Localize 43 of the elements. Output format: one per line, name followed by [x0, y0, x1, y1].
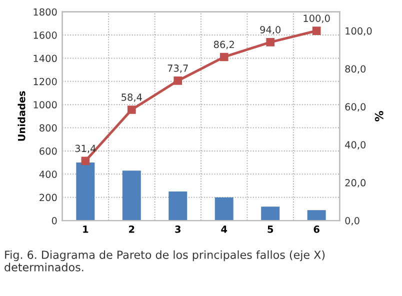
y-tick-label: 400: [39, 170, 57, 178]
x-tick-label: 2: [129, 226, 134, 233]
x-tick-label: 4: [221, 226, 228, 233]
point: [174, 76, 182, 85]
data-label: 58,4: [122, 94, 142, 102]
bar: [214, 197, 234, 221]
y2-axis-title: %: [374, 110, 384, 122]
x-tick-label: 6: [314, 226, 320, 233]
bar: [122, 170, 141, 221]
y2-tick-label: 100,0: [346, 27, 372, 36]
bar: [261, 206, 280, 221]
y-tick-label: 1200: [34, 78, 57, 86]
y2-tick-label: 80,0: [345, 65, 366, 74]
y-tick-label: 1800: [34, 8, 57, 16]
y-tick-label: 1600: [34, 32, 57, 39]
data-label: 31,4: [75, 144, 96, 154]
x-tick-label: 3: [175, 226, 180, 233]
point: [266, 38, 275, 46]
point: [220, 52, 228, 62]
y2-tick-label: 60,0: [345, 103, 366, 112]
data-label: 100,0: [304, 14, 330, 23]
y-tick-label: 1400: [34, 54, 57, 62]
x-tick-label: 5: [268, 226, 274, 233]
y-tick-label: 600: [40, 147, 57, 155]
y-axis-title: Unidades: [18, 91, 26, 141]
caption: Fig. 6. Diagrama de Pareto de los principales fallos (eje X) determinados.: [4, 250, 325, 272]
y2-tick-label: 20,0: [345, 179, 366, 188]
y2-tick-label: 0,0: [345, 217, 360, 226]
data-label: 73,7: [168, 64, 188, 73]
y2-tick-label: 40,0: [345, 141, 366, 150]
bar: [168, 192, 188, 221]
y-tick-label: 800: [40, 124, 57, 132]
x-tick-label: 1: [83, 226, 88, 233]
point: [312, 26, 321, 35]
y-tick-label: 0: [52, 217, 57, 224]
point: [127, 106, 136, 114]
point: [81, 156, 90, 166]
y-tick-label: 1000: [34, 101, 57, 108]
bar: [307, 210, 326, 221]
data-label: 94,0: [260, 26, 281, 34]
data-label: 86,2: [214, 40, 234, 50]
bar: [76, 162, 95, 221]
y-tick-label: 200: [40, 194, 57, 202]
